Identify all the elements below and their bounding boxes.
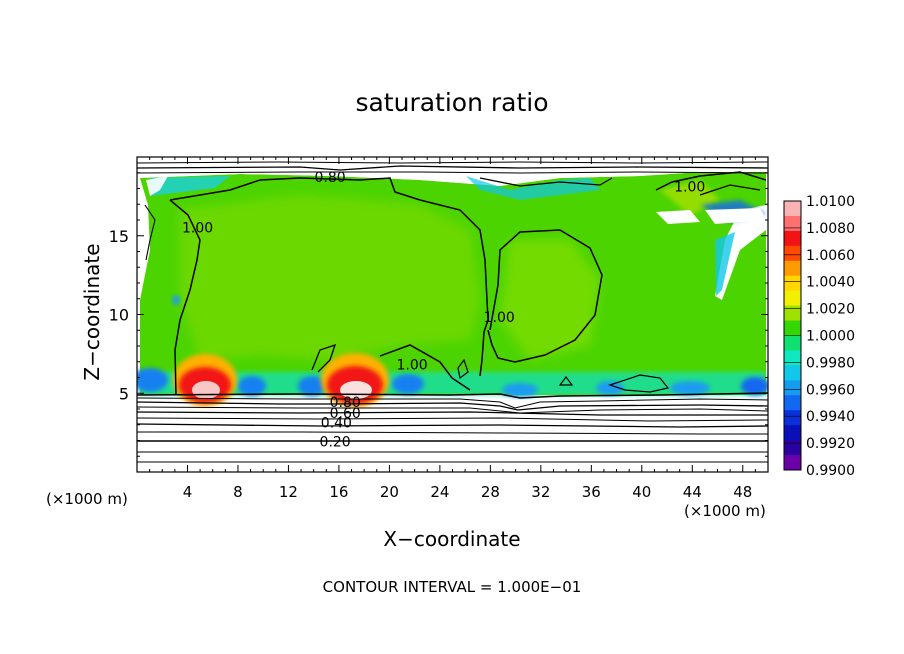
colorbar-segment: [784, 335, 801, 351]
colorbar-label: 0.9940: [806, 409, 855, 425]
x-tick-label: 28: [481, 483, 500, 501]
contour-label: 0.20: [320, 435, 351, 451]
colorbar-segment: [784, 201, 801, 217]
contour-label: 0.60: [330, 406, 361, 422]
x-tick-label: 40: [632, 483, 651, 501]
y-axis-ticks: 5 10 15: [109, 172, 768, 457]
colorbar-segment: [784, 380, 801, 396]
colorbar-label: 1.0100: [806, 194, 855, 210]
contour-label: 1.00: [182, 220, 213, 236]
x-tick-label: 16: [329, 483, 348, 501]
colorbar-label: 1.0020: [806, 302, 855, 318]
colorbar-label: 0.9980: [806, 355, 855, 371]
colorbar-label: 1.0060: [806, 248, 855, 264]
x-tick-label: 24: [430, 483, 449, 501]
contour-interval-note: CONTOUR INTERVAL = 1.000E−01: [322, 578, 582, 596]
x-tick-label: 32: [531, 483, 550, 501]
colorbar-label: 0.9900: [806, 463, 855, 479]
colorbar-segment: [784, 260, 801, 277]
colorbar-label: 0.9920: [806, 436, 855, 452]
x-tick-label: 8: [233, 483, 243, 501]
colorbar-segment: [784, 425, 801, 441]
colorbar-segment: [784, 455, 801, 471]
contour-lines: [137, 161, 768, 463]
colorbar-segment: [784, 245, 801, 262]
colorbar-segment: [784, 215, 801, 232]
x-unit-label-left: (×1000 m): [46, 490, 128, 508]
contour-label: 0.80: [330, 395, 361, 411]
x-tick-label: 12: [279, 483, 298, 501]
y-tick-label: 15: [109, 227, 129, 246]
x-tick-label: 36: [582, 483, 601, 501]
colorbar-segment: [784, 305, 801, 322]
contour-labels: 0.801.001.001.001.000.800.600.400.20: [182, 170, 705, 451]
colorbar-segment: [784, 395, 801, 411]
colorbar-segment: [784, 275, 801, 292]
x-axis-ticks: 4 8 12 16 20 24 28 32 36 40 44 48: [149, 157, 756, 501]
colorbar-label: 1.0080: [806, 221, 855, 237]
x-tick-label: 44: [683, 483, 702, 501]
x-axis-label: X−coordinate: [383, 527, 521, 551]
x-tick-label: 4: [183, 483, 193, 501]
colorbar-segment: [784, 365, 801, 381]
colorbar-label: 1.0040: [806, 275, 855, 291]
colorbar-label: 0.9960: [806, 382, 855, 398]
colorbar-label: 1.0000: [806, 329, 855, 345]
colorbar-segment: [784, 350, 801, 366]
contour-label: 1.00: [674, 179, 705, 195]
y-tick-label: 10: [109, 306, 129, 325]
colorbar-segment: [784, 410, 801, 426]
contour-label: 0.40: [321, 416, 352, 432]
contour-label: 0.80: [315, 170, 346, 186]
colorbar-segment: [784, 230, 801, 247]
x-tick-label: 48: [733, 483, 752, 501]
contour-label: 1.00: [397, 357, 428, 373]
chart-title: saturation ratio: [355, 88, 549, 117]
x-tick-label: 20: [380, 483, 399, 501]
colorbar-segment: [784, 440, 801, 456]
colorbar-segment: [784, 320, 801, 336]
x-unit-label-right: (×1000 m): [684, 502, 766, 520]
y-tick-label: 5: [119, 384, 129, 403]
colorbar-segment: [784, 290, 801, 307]
colorbar: 1.0100 1.0080 1.0060 1.0040 1.0020 1.0000 0.99…: [783, 194, 855, 479]
contour-label: 1.00: [484, 310, 515, 326]
